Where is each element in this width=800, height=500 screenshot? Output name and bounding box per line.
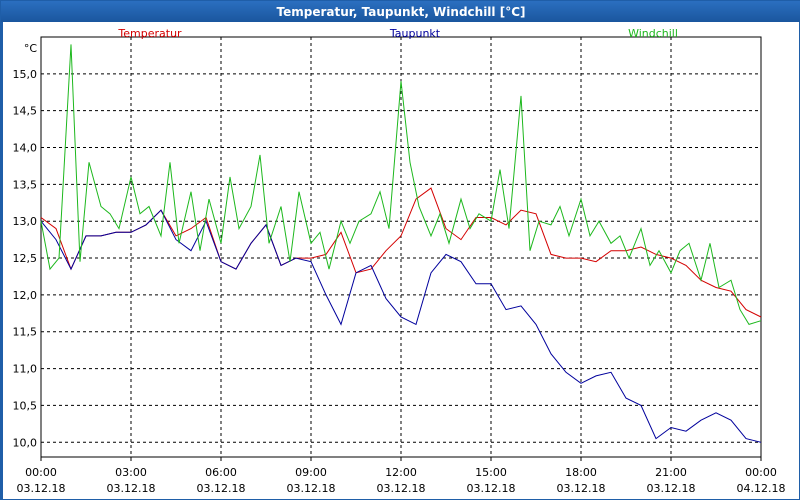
x-tick-date: 04.12.18 — [737, 482, 786, 495]
y-tick-label: 14,5 — [13, 105, 38, 118]
legend-temperatur: Temperatur — [117, 27, 182, 40]
y-tick-label: 13,0 — [13, 215, 38, 228]
y-tick-label: 15,0 — [13, 68, 38, 81]
x-tick-date: 03.12.18 — [557, 482, 606, 495]
legend-windchill: Windchill — [628, 27, 678, 40]
y-tick-label: 14,0 — [13, 142, 38, 155]
x-tick-date: 03.12.18 — [647, 482, 696, 495]
series-line-windchill — [40, 44, 762, 325]
x-tick-date: 03.12.18 — [377, 482, 426, 495]
x-tick-time: 21:00 — [655, 466, 687, 479]
y-tick-label: 12,5 — [13, 252, 38, 265]
y-tick-label: 13,5 — [13, 178, 38, 191]
window-title: Temperatur, Taupunkt, Windchill [°C] — [1, 1, 800, 22]
y-tick-label: 11,5 — [13, 326, 38, 339]
y-axis-label: °C — [24, 42, 38, 55]
x-tick-time: 00:00 — [745, 466, 777, 479]
x-tick-date: 03.12.18 — [467, 482, 516, 495]
x-tick-date: 03.12.18 — [107, 482, 156, 495]
x-tick-date: 03.12.18 — [17, 482, 66, 495]
x-tick-time: 18:00 — [565, 466, 597, 479]
x-tick-time: 15:00 — [475, 466, 507, 479]
x-tick-date: 03.12.18 — [287, 482, 336, 495]
x-tick-date: 03.12.18 — [197, 482, 246, 495]
x-tick-time: 03:00 — [115, 466, 147, 479]
x-tick-time: 12:00 — [385, 466, 417, 479]
x-tick-time: 06:00 — [205, 466, 237, 479]
y-tick-label: 10,5 — [13, 399, 38, 412]
x-tick-time: 09:00 — [295, 466, 327, 479]
legend-taupunkt: Taupunkt — [389, 27, 441, 40]
chart-panel: 15,0 14,5 14,0 13,5 13,0 12,5 12,0 11,5 11,0 10,5… — [3, 22, 799, 499]
series-line-taupunkt — [40, 209, 762, 443]
temperature-chart: 15,0 14,5 14,0 13,5 13,0 12,5 12,0 11,5 11,0 10,5… — [13, 27, 786, 495]
x-tick-time: 00:00 — [25, 466, 57, 479]
y-tick-label: 10,0 — [13, 436, 38, 449]
y-tick-label: 11,0 — [13, 363, 38, 376]
y-tick-label: 12,0 — [13, 289, 38, 302]
